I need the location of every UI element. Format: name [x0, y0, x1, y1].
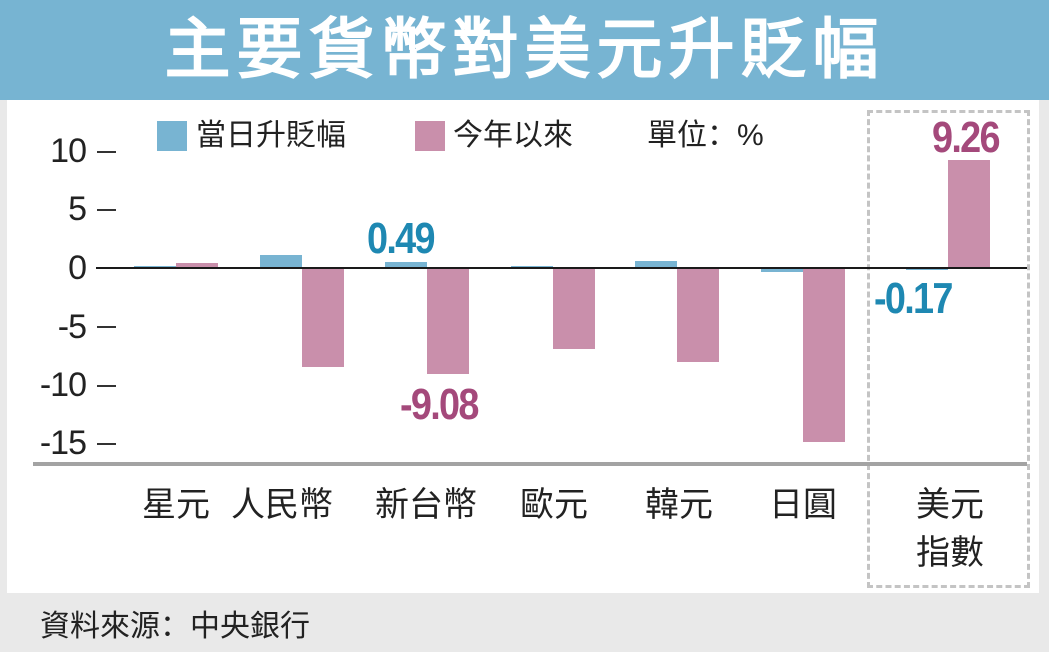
y-tick-mark: [97, 209, 116, 211]
y-tick-label: -10: [39, 366, 87, 404]
bar-daily-change: [260, 255, 302, 268]
x-label-cny: 人民幣: [231, 486, 333, 524]
source-note: 資料來源：中央銀行: [40, 610, 310, 643]
bar-ytd-change: [176, 263, 218, 268]
annotation-usd-ytd: 9.26: [932, 113, 1000, 162]
legend-swatch-ytd: [415, 121, 445, 151]
y-tick-label: 5: [68, 190, 87, 228]
y-tick-label: -15: [39, 424, 87, 462]
bar-ytd-change: [803, 268, 845, 443]
legend-label-daily: 當日升貶幅: [196, 119, 346, 152]
y-tick-mark: [97, 385, 116, 387]
unit-label: 單位：%: [647, 119, 764, 152]
bar-ytd-change: [948, 159, 990, 268]
bar-daily-change: [906, 268, 948, 270]
bar-ytd-change: [677, 268, 719, 362]
bar-daily-change: [761, 268, 803, 273]
x-label-jpy: 日圓: [769, 486, 837, 524]
annotation-twd-daily: 0.49: [367, 214, 435, 263]
title-bar: [0, 0, 1049, 100]
legend-swatch-daily: [157, 121, 187, 151]
bar-ytd-change: [427, 268, 469, 375]
y-tick-mark: [97, 443, 116, 445]
bar-ytd-change: [553, 268, 595, 349]
x-label-twd: 新台幣: [375, 486, 477, 524]
annotation-twd-ytd: -9.08: [400, 380, 479, 429]
x-label-usd-index: 美元 指數: [916, 486, 984, 572]
bar-daily-change: [385, 262, 427, 268]
zero-line: [96, 267, 1027, 269]
annotation-usd-daily: -0.17: [874, 274, 953, 323]
x-label-krw: 韓元: [645, 486, 713, 524]
x-axis-baseline: [33, 462, 1027, 466]
bar-daily-change: [635, 260, 677, 268]
y-tick-mark: [97, 151, 116, 153]
usd-index-highlight-box: [867, 110, 1030, 588]
chart-title: 主要貨幣對美元升貶幅: [164, 11, 885, 88]
y-tick-mark: [97, 326, 116, 328]
y-tick-label: -5: [57, 308, 87, 346]
x-label-eur: 歐元: [520, 486, 588, 524]
x-label-sgd: 星元: [142, 486, 210, 524]
y-tick-label: 10: [50, 132, 87, 170]
legend-label-ytd: 今年以來: [453, 119, 573, 152]
bar-ytd-change: [302, 268, 344, 368]
bar-daily-change: [134, 265, 176, 268]
y-tick-label: 0: [68, 249, 87, 287]
